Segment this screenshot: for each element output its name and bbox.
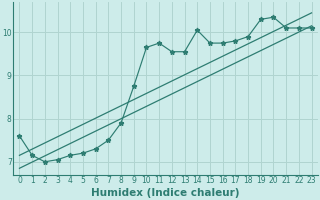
X-axis label: Humidex (Indice chaleur): Humidex (Indice chaleur) xyxy=(91,188,240,198)
